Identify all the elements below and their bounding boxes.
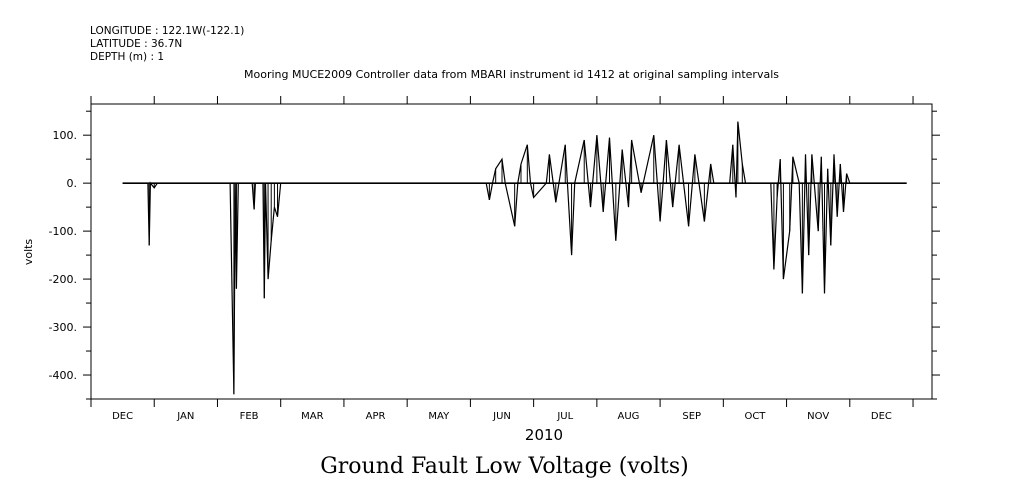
x-tick-label: SEP <box>682 411 701 422</box>
x-tick-label: AUG <box>618 411 640 422</box>
x-tick-label: FEB <box>240 411 259 422</box>
x-tick-label: JUN <box>492 411 511 422</box>
x-tick-label: DEC <box>871 411 892 422</box>
x-axis: DEC JAN FEB MAR APR MAY JUN JUL AUG SEP OCT NOV DEC <box>90 96 914 422</box>
plot-frame <box>90 103 933 400</box>
x-tick-label: DEC <box>112 411 133 422</box>
y-axis-label: volts <box>22 239 35 266</box>
x-tick-label: MAR <box>301 411 323 422</box>
data-series <box>122 121 907 395</box>
y-tick-label: -400. <box>49 369 77 382</box>
x-tick-label: OCT <box>744 411 766 422</box>
chart-title: Mooring MUCE2009 Controller data from MB… <box>244 68 779 81</box>
x-tick-label: NOV <box>807 411 829 422</box>
y-tick-label: -100. <box>49 225 77 238</box>
x-tick-label: JAN <box>176 411 194 422</box>
x-tick-label: MAY <box>428 411 450 422</box>
series-line <box>122 121 851 395</box>
depth-label: DEPTH (m) : 1 <box>90 51 165 63</box>
x-tick-label: JUL <box>556 411 573 422</box>
footer-title: Ground Fault Low Voltage (volts) <box>320 454 689 479</box>
longitude-label: LONGITUDE : 122.1W(-122.1) <box>90 25 245 37</box>
latitude-label: LATITUDE : 36.7N <box>90 38 183 50</box>
x-axis-label: 2010 <box>525 426 563 444</box>
y-tick-label: 100. <box>53 129 78 142</box>
y-tick-label: -300. <box>49 321 77 334</box>
y-tick-label: 0. <box>67 177 78 190</box>
x-tick-label: APR <box>366 411 386 422</box>
y-axis: 100. 0. -100. -200. -300. -400. <box>49 110 940 400</box>
y-tick-label: -200. <box>49 273 77 286</box>
plot-border <box>90 103 933 400</box>
